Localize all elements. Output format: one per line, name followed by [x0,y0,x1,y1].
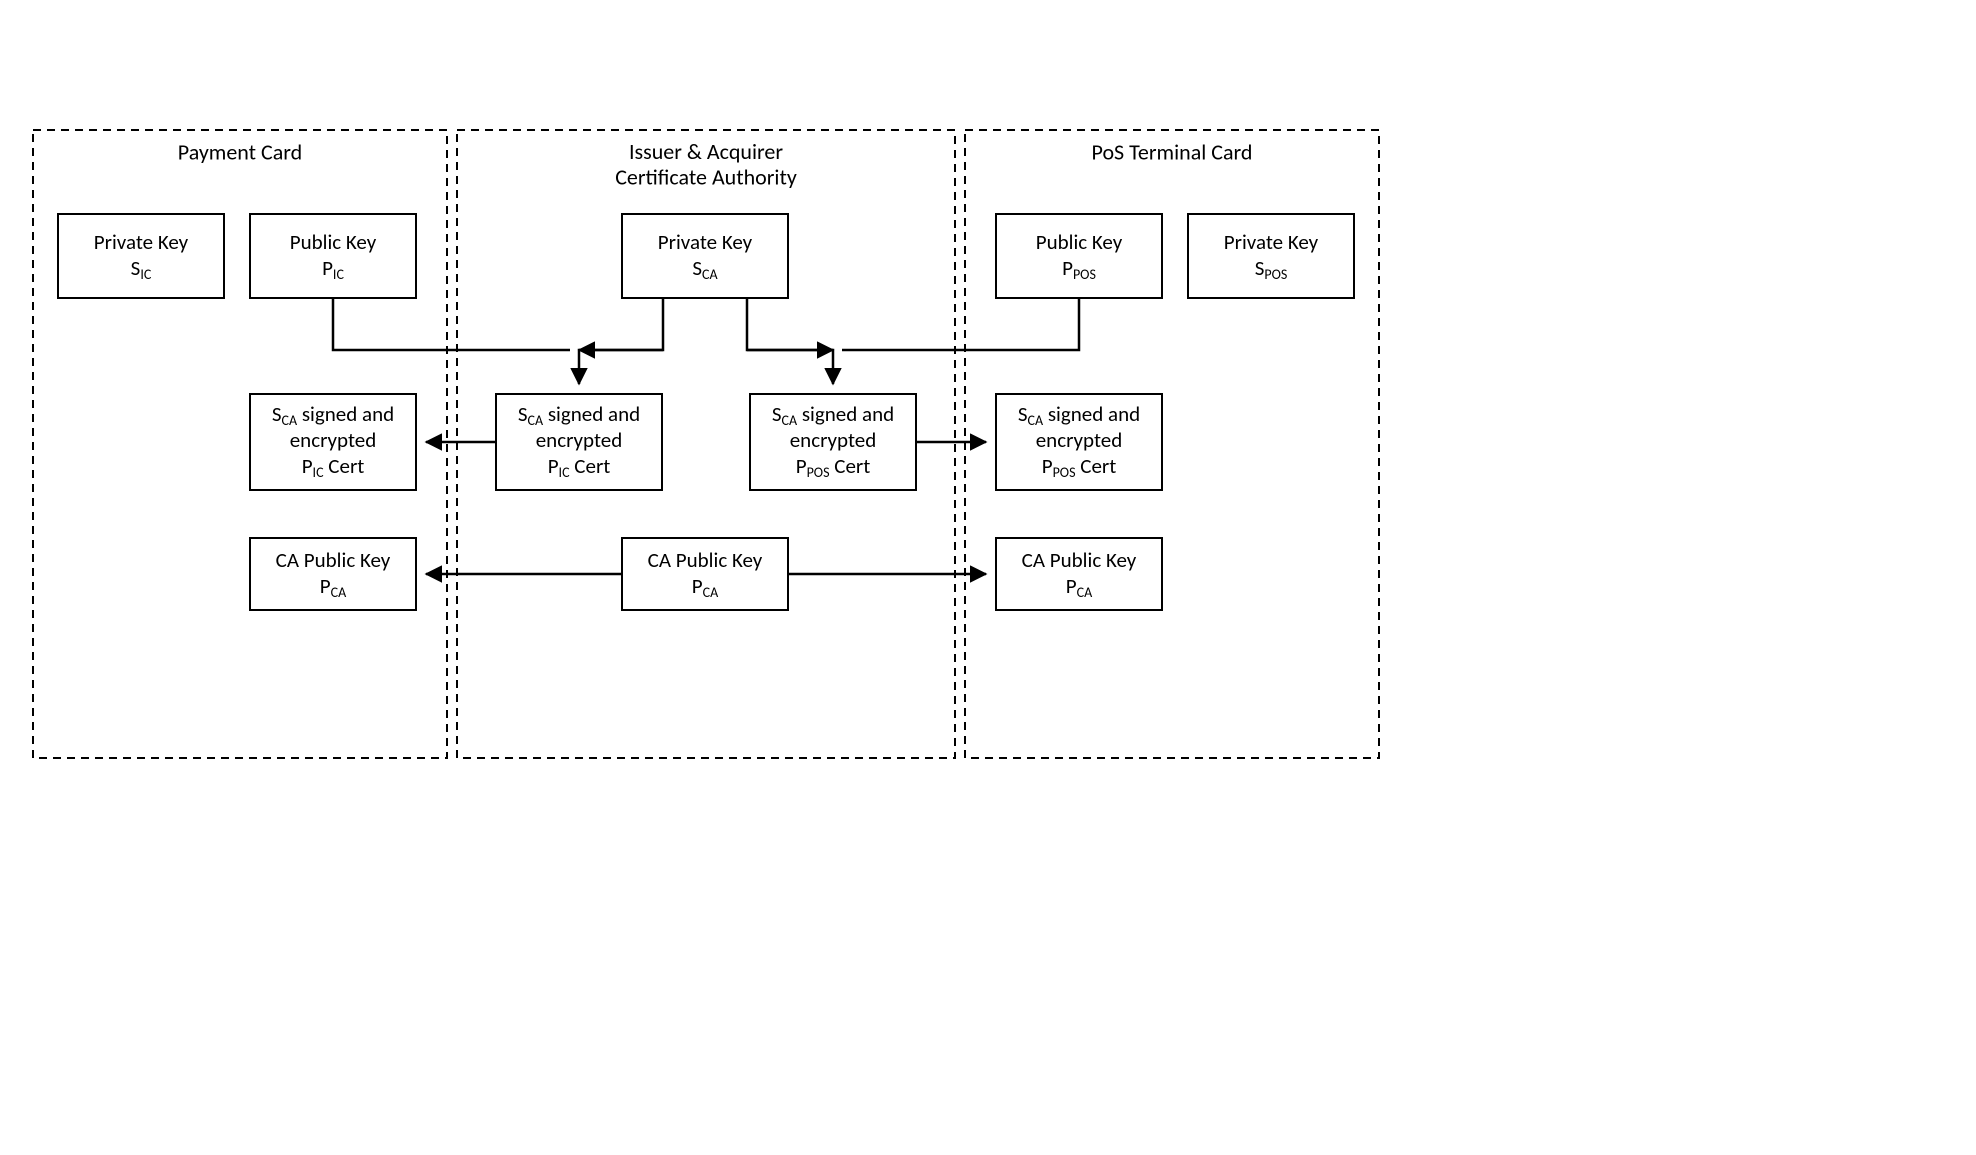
region-pos-title: PoS Terminal Card [1092,138,1253,165]
svg-text:Private Key: Private Key [1224,229,1319,255]
n-priv-pos: Private KeySPOS [1188,214,1354,298]
n-capub-left: CA Public KeyPCA [250,538,416,610]
svg-text:Private Key: Private Key [94,229,189,255]
n-cert-pos-mid: SCA signed andencryptedPPOS Cert [750,394,916,490]
region-payment-card-title: Payment Card [178,138,302,165]
svg-text:PIC Cert: PIC Cert [548,453,611,481]
n-priv-ic: Private KeySIC [58,214,224,298]
svg-text:Private Key: Private Key [658,229,753,255]
e-privca-right [747,298,833,384]
n-pub-ic: Public KeyPIC [250,214,416,298]
n-cert-ic-mid: SCA signed andencryptedPIC Cert [496,394,662,490]
svg-text:encrypted: encrypted [536,427,623,453]
svg-text:encrypted: encrypted [790,427,877,453]
svg-text:Public Key: Public Key [1036,229,1123,255]
n-pub-pos: Public KeyPPOS [996,214,1162,298]
e-privca-left [579,298,663,384]
n-capub-right: CA Public KeyPCA [996,538,1162,610]
n-cert-pos-right: SCA signed andencryptedPPOS Cert [996,394,1162,490]
svg-text:encrypted: encrypted [1036,427,1123,453]
svg-text:CA Public Key: CA Public Key [648,547,763,573]
svg-text:CA Public Key: CA Public Key [1022,547,1137,573]
e-pubpos-down [842,298,1079,350]
svg-text:CA Public Key: CA Public Key [276,547,391,573]
svg-text:Public Key: Public Key [290,229,377,255]
n-capub-mid: CA Public KeyPCA [622,538,788,610]
n-cert-ic-left: SCA signed andencryptedPIC Cert [250,394,416,490]
svg-text:encrypted: encrypted [290,427,377,453]
e-pubic-down [333,298,570,350]
region-ca-title: Issuer & AcquirerCertificate Authority [615,138,797,190]
svg-text:PIC Cert: PIC Cert [302,453,365,481]
n-priv-ca: Private KeySCA [622,214,788,298]
